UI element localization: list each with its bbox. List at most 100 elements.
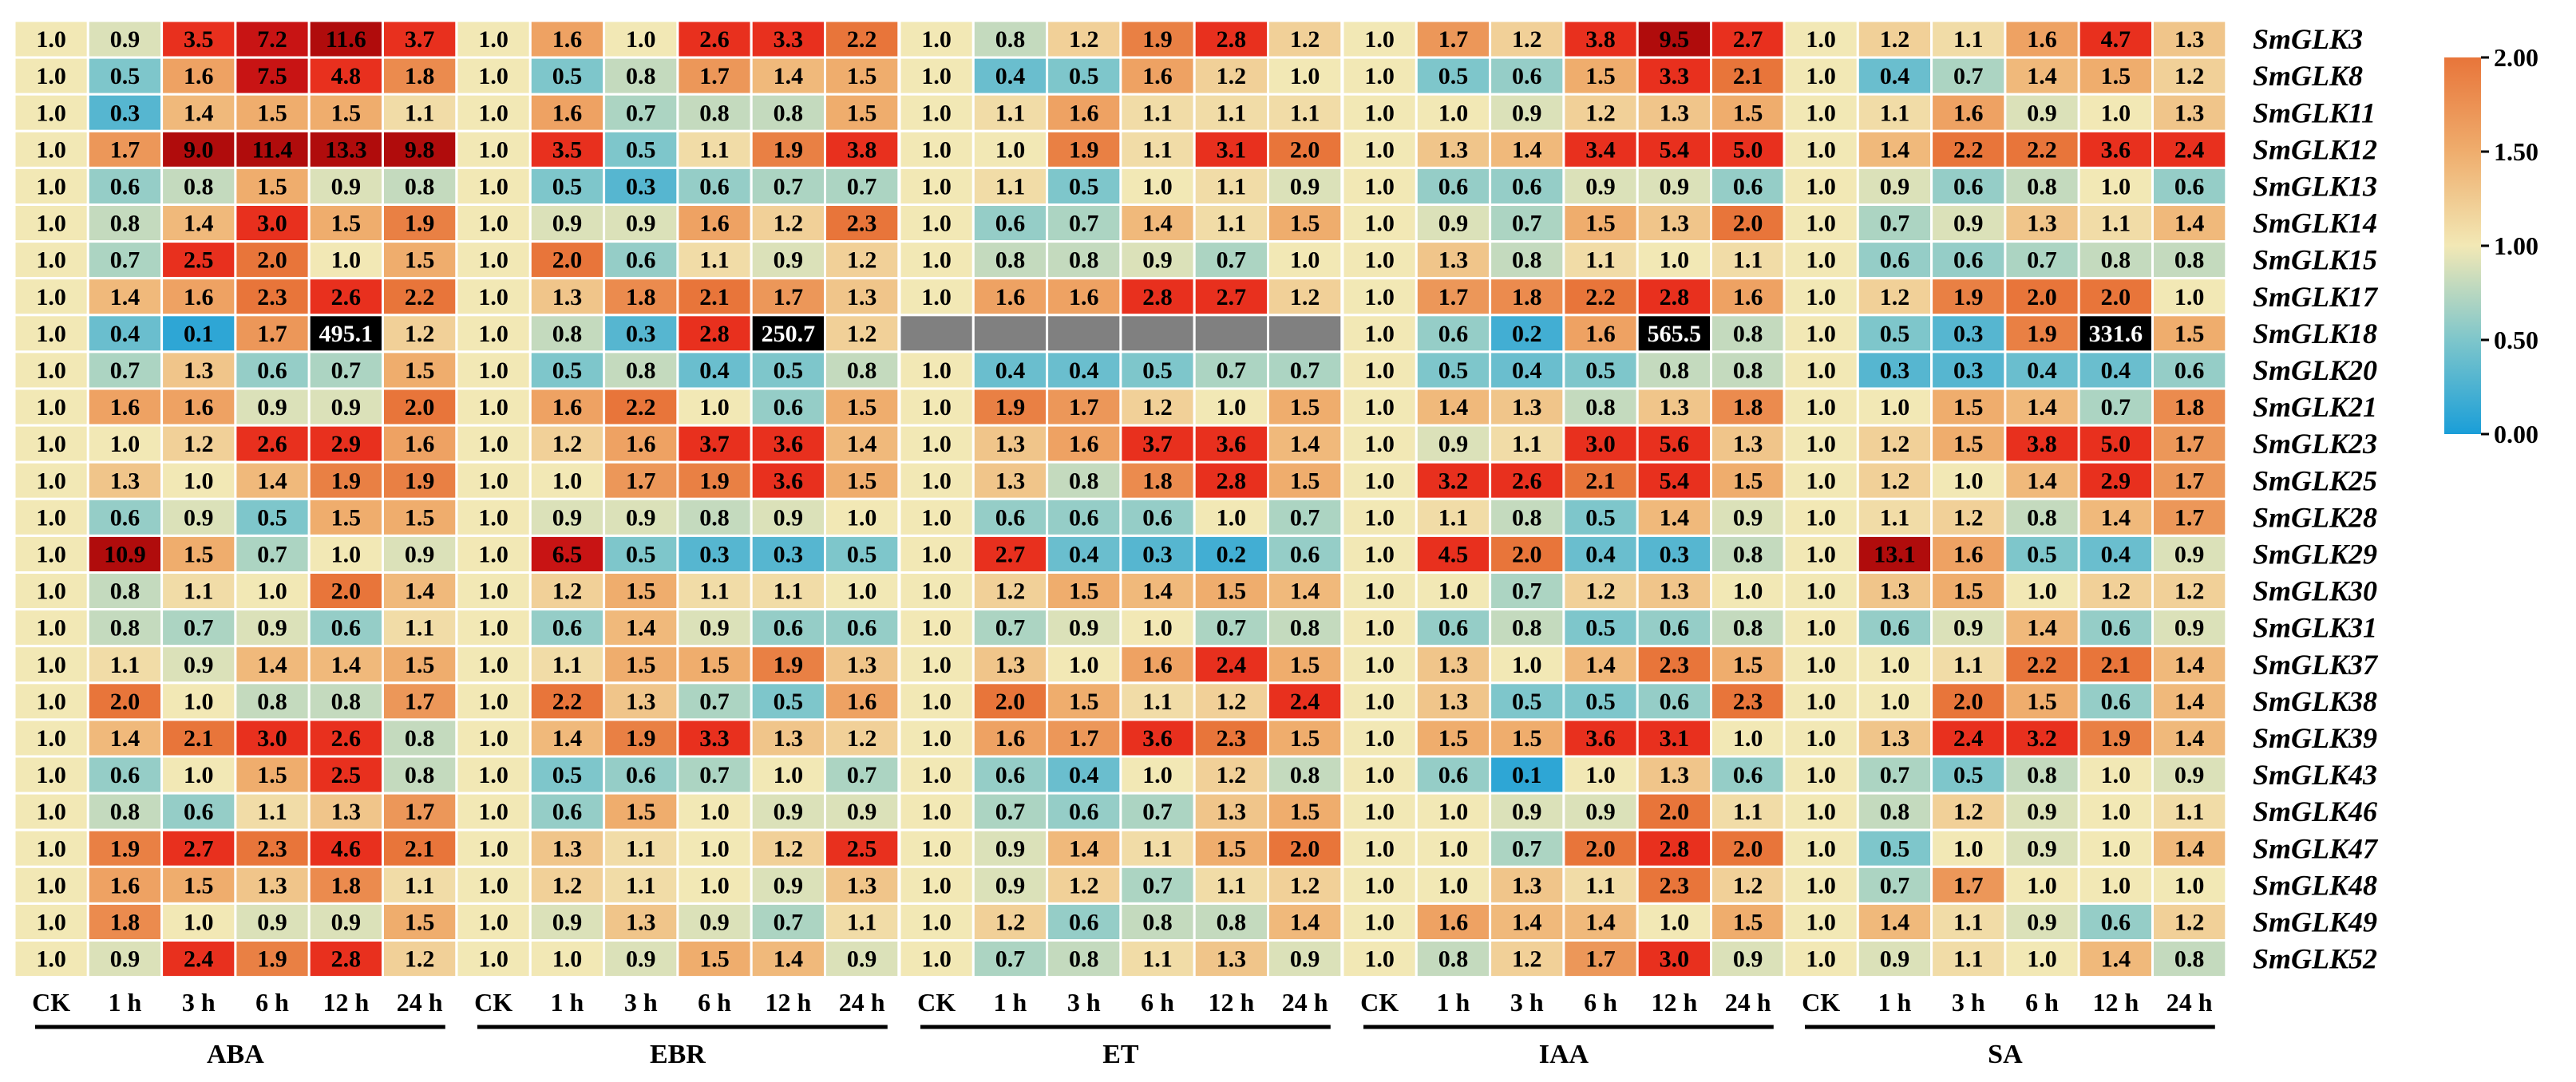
cell-value-label: 1.5 <box>1069 579 1099 605</box>
cell-value-label: 1.0 <box>1364 615 1395 642</box>
heatmap-cell <box>824 387 900 427</box>
cell-value-label: 1.5 <box>2101 63 2131 89</box>
cell-value-label: 0.6 <box>1733 762 1763 788</box>
cell-value-label: 3.6 <box>2101 136 2131 163</box>
heatmap-cell <box>1636 718 1712 758</box>
legend-tick-label: 2.00 <box>2494 43 2538 72</box>
cell-value-label: 1.7 <box>110 136 140 163</box>
cell-value-label: 0.5 <box>1585 357 1616 384</box>
cell-value-label: 1.6 <box>110 394 140 421</box>
heatmap-cell <box>1856 755 1933 795</box>
cell-value-label: 1.5 <box>1290 211 1320 237</box>
heatmap-cell <box>2077 314 2154 353</box>
cell-value-label: 1.5 <box>699 946 730 973</box>
cell-value-label: 4.7 <box>2101 26 2131 53</box>
cell-value-label: 1.0 <box>1806 946 1836 973</box>
heatmap-cell <box>234 277 311 317</box>
cell-value-label: 1.0 <box>1806 909 1836 935</box>
cell-value-label: 1.0 <box>36 689 66 715</box>
cell-value-label: 1.7 <box>405 689 435 715</box>
cell-value-label: 1.5 <box>257 762 287 788</box>
cell-value-label: 0.5 <box>847 541 877 567</box>
cell-value-label: 0.7 <box>1069 211 1099 237</box>
cell-value-label: 1.2 <box>1069 872 1099 898</box>
heatmap-cell <box>676 19 753 59</box>
gene-label: SmGLK15 <box>2253 244 2377 276</box>
cell-value-label: 1.0 <box>1585 762 1616 788</box>
cell-value-label: 1.0 <box>1364 541 1395 567</box>
heatmap-cell <box>1783 387 1859 427</box>
cell-value-label: 2.3 <box>1660 872 1690 898</box>
heatmap-cell <box>750 718 827 758</box>
heatmap-cell <box>160 497 237 537</box>
cell-value-label: 1.2 <box>1880 431 1910 457</box>
heatmap-cell <box>1415 56 1492 96</box>
heatmap-cell <box>13 645 89 685</box>
cell-value-label: 0.9 <box>1290 946 1320 973</box>
cell-value-label: 0.6 <box>1069 909 1099 935</box>
heatmap-cell <box>160 792 237 831</box>
heatmap-cell <box>2077 497 2154 537</box>
cell-value-label: 0.6 <box>331 615 362 642</box>
cell-value-label: 2.7 <box>995 541 1026 567</box>
cell-value-label: 2.5 <box>331 762 362 788</box>
heatmap-cell <box>307 460 385 500</box>
cell-value-label: 1.0 <box>699 799 730 825</box>
cell-value-label: 0.9 <box>1880 946 1910 973</box>
heatmap-cell <box>898 755 975 795</box>
cell-value-label: 0.5 <box>1880 321 1910 347</box>
heatmap-cell <box>1267 129 1343 169</box>
cell-value-label: 1.1 <box>995 173 1026 199</box>
cell-value-label: 1.3 <box>110 468 140 494</box>
heatmap-cell <box>382 792 458 831</box>
cell-value-label: 0.7 <box>1142 799 1173 825</box>
cell-value-label: 0.5 <box>552 762 583 788</box>
heatmap-cell <box>1783 129 1859 169</box>
cell-value-label: 0.4 <box>1512 357 1542 384</box>
heatmap-cell <box>234 56 311 96</box>
heatmap-cell <box>307 93 385 132</box>
cell-value-label: 9.8 <box>405 136 435 163</box>
cell-value-label: 1.0 <box>478 872 508 898</box>
heatmap-cell <box>86 460 164 500</box>
heatmap-cell <box>1783 534 1859 575</box>
cell-value-label: 3.0 <box>257 725 287 752</box>
cell-value-label: 0.7 <box>699 689 730 715</box>
heatmap-cell <box>2004 129 2080 169</box>
cell-value-label: 0.7 <box>110 357 140 384</box>
cell-value-label: 1.0 <box>699 835 730 862</box>
heatmap-cell <box>1341 203 1418 243</box>
cell-value-label: 0.9 <box>1733 946 1763 973</box>
cell-value-label: 1.0 <box>921 872 952 898</box>
heatmap-cell <box>1193 129 1269 169</box>
x-axis: CK 1 h 3 h 6 h 12 h 24 h ABA CK 1 h 3 h 6 h 12 h 24 … <box>32 988 2215 1069</box>
cell-value-label: 1.0 <box>1733 579 1763 605</box>
cell-value-label: 0.4 <box>2101 357 2131 384</box>
heatmap-cell <box>750 571 827 611</box>
cell-value-label: 0.4 <box>2101 541 2131 567</box>
heatmap-cell <box>1415 534 1492 575</box>
cell-value-label: 1.5 <box>1512 725 1542 752</box>
cell-value-label: 1.0 <box>921 835 952 862</box>
heatmap-cell <box>603 645 679 685</box>
cell-value-label: 1.0 <box>1364 357 1395 384</box>
heatmap-cell <box>1489 277 1565 317</box>
cell-value-label: 0.8 <box>699 100 730 126</box>
heatmap-cell <box>1267 865 1343 905</box>
cell-value-label: 0.7 <box>1290 504 1320 531</box>
cell-value-label: 3.8 <box>1585 26 1616 53</box>
cell-value-label: 1.1 <box>774 579 804 605</box>
cell-value-label: 0.9 <box>2027 100 2057 126</box>
cell-value-label: 0.9 <box>257 615 287 642</box>
cell-value-label: 2.0 <box>1733 835 1763 862</box>
heatmap-cell <box>676 350 753 390</box>
heatmap-cell <box>971 387 1049 427</box>
heatmap-cell <box>1489 387 1565 427</box>
heatmap-cell <box>13 534 89 575</box>
cell-value-label: 1.5 <box>257 100 287 126</box>
cell-value-label: 1.6 <box>995 725 1026 752</box>
cell-value-label: 0.5 <box>1069 173 1099 199</box>
heatmap-cell <box>1636 166 1712 206</box>
cell-value-label: 0.7 <box>2101 394 2131 421</box>
cell-value-label: 1.3 <box>1660 394 1690 421</box>
